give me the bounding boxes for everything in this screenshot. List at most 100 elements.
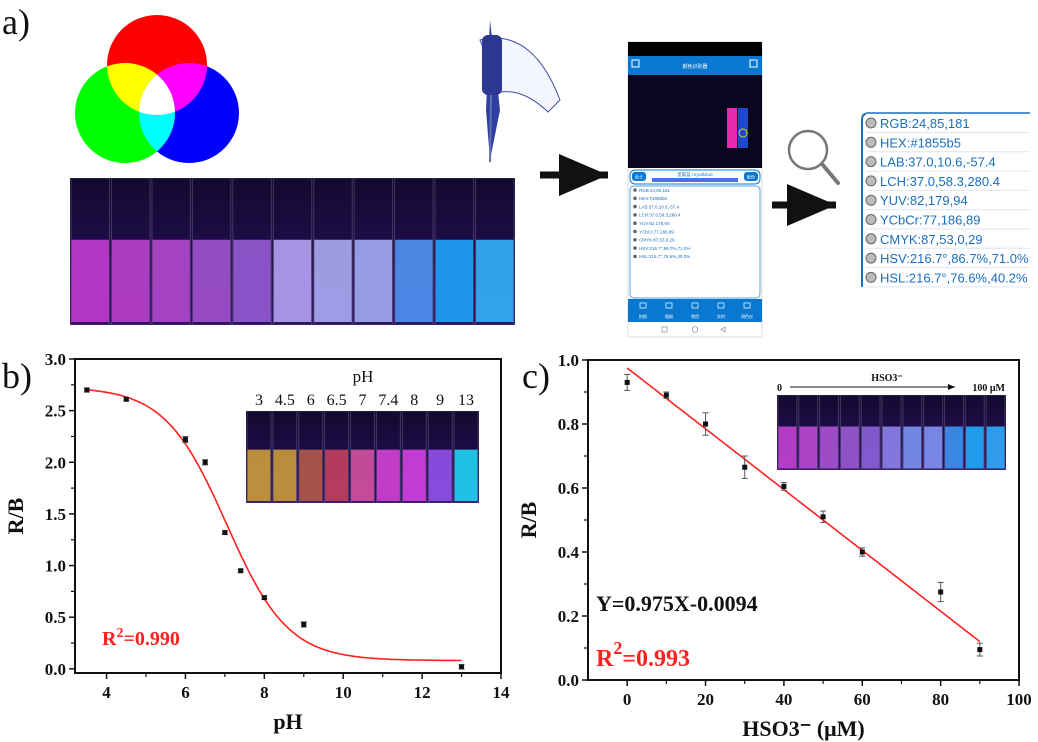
- phone-nav-item-1[interactable]: 相册: [665, 302, 673, 319]
- rgb-venn-icon: [75, 15, 239, 163]
- inset-end-label: 100 μM: [972, 383, 1005, 394]
- hso3-inset-cuvette-solution: [965, 426, 984, 469]
- phone-nav-item-2[interactable]: 常用: [691, 302, 699, 319]
- ph-inset-cuvette: [324, 410, 350, 504]
- result-item: HEX:#1855b5: [880, 135, 961, 150]
- data-point: [261, 595, 267, 601]
- data-point: [977, 647, 983, 653]
- y-tick-label: 1.0: [45, 557, 66, 576]
- phone-result-bullet-icon: [633, 238, 637, 242]
- phone-result-bullet-icon: [633, 254, 637, 259]
- hso3-inset-cuvette: [985, 394, 1006, 471]
- photo-a-cuvette: [272, 177, 313, 326]
- ph-inset-cuvette-solution: [273, 449, 297, 502]
- photo-a-cuvette: [434, 177, 475, 326]
- hso3-inset-cuvette-solution: [924, 426, 943, 469]
- ph-inset-label: 13: [458, 392, 474, 409]
- photo-a-cuvette-solution: [395, 239, 433, 323]
- phone-match-button[interactable]: [744, 172, 758, 181]
- ph-inset-label: 6.5: [327, 392, 347, 409]
- fit-curve: [86, 389, 462, 662]
- hso3-inset-cuvette: [923, 394, 944, 471]
- phone-nav-label: 实时: [717, 313, 725, 319]
- photo-a-cuvette-solution: [233, 239, 271, 323]
- photo-a-cuvette-solution: [354, 239, 393, 323]
- photo-a-cuvette-solution: [71, 239, 109, 323]
- phone-result-bullet-icon: [633, 204, 637, 209]
- phone-recent-button[interactable]: [661, 326, 668, 333]
- photo-a-cuvette-solution: [314, 239, 352, 323]
- phone-nav-item-3[interactable]: 实时: [717, 302, 725, 319]
- data-point: [238, 568, 244, 574]
- chart-b-ph: 4 6 8 10 12 14 0.0 0.5 1.0 1.5 2.0 2.5 3.0 pH R/B pH 3 4.…: [3, 350, 510, 734]
- panel-label-a: a): [2, 2, 30, 42]
- phone-nav-item-0[interactable]: 拍照: [639, 302, 647, 319]
- phone-result-item: RGB:24,85,181: [639, 188, 671, 193]
- r2-superscript: 2: [613, 638, 622, 658]
- y-tick-label: 0.8: [558, 415, 579, 434]
- y-tick-label: 0.0: [558, 671, 579, 690]
- phone-color-card-button[interactable]: [632, 172, 646, 181]
- result-bullet-icon: [865, 233, 877, 245]
- phone-image-icon[interactable]: [631, 59, 640, 68]
- ph-inset-cuvette: [453, 410, 479, 504]
- phone-result-item: HEX:#1855b5: [639, 196, 668, 201]
- hso3-inset-cuvette: [839, 394, 860, 471]
- hso3-inset-cuvette: [798, 394, 819, 471]
- ph-inset-label: 7.4: [378, 392, 398, 409]
- r2-superscript: 2: [116, 626, 123, 641]
- hso3-inset-cuvette-solution: [986, 426, 1005, 469]
- ph-inset-cuvette: [401, 410, 427, 504]
- y-axis-title: R/B: [3, 497, 28, 534]
- phone-result-item: LAB:37.0,10.6,-57.4: [639, 204, 680, 209]
- hso3-inset-cuvette-solution: [840, 426, 859, 469]
- result-bullet-icon: [865, 194, 877, 206]
- phone-result-bullet-icon: [633, 196, 637, 201]
- ph-inset-label: 9: [436, 392, 444, 409]
- ph-inset-cuvette: [246, 410, 272, 504]
- hso3-inset-cuvette: [819, 394, 839, 471]
- x-tick-label: 100: [1006, 690, 1032, 709]
- cuvette-photo-a: [70, 177, 515, 326]
- fit-curve: [626, 367, 981, 643]
- y-tick-label: 0.0: [45, 660, 66, 679]
- phone-bottom-nav: [628, 299, 762, 322]
- r-squared-annotation: R2=0.990: [102, 626, 180, 650]
- inset-arrow-label: HSO3⁻: [871, 373, 902, 384]
- photo-a-cuvette: [475, 177, 515, 326]
- ph-inset: pH 3 4.5 6 6.5 7 7.4 8 9 13: [246, 367, 479, 504]
- photo-a-cuvette: [232, 177, 272, 326]
- hso3-inset-cuvette-solution: [861, 426, 880, 469]
- x-axis-title: HSO3⁻ (μM): [742, 716, 864, 741]
- result-item: LAB:37.0,10.6,-57.4: [880, 155, 996, 170]
- phone-home-button[interactable]: [691, 326, 699, 333]
- phone-back-button[interactable]: [720, 326, 726, 333]
- photo-a-cuvette: [110, 177, 151, 326]
- ph-inset-title: pH: [353, 367, 374, 386]
- phone-nav-icon: [691, 302, 699, 309]
- ph-inset-cuvette: [427, 410, 453, 504]
- data-point: [938, 589, 944, 595]
- phone-result-item: HSL:216.7°,76.6%,40.2%: [639, 254, 690, 259]
- result-item: LCH:37.0,58.3,280.4: [880, 174, 1000, 189]
- photo-a-cuvette: [394, 177, 434, 326]
- phone-nav-label: 测色仪: [741, 313, 753, 319]
- plot-frame: [74, 358, 502, 674]
- phone-nav-icon: [639, 302, 647, 309]
- data-point: [84, 387, 90, 393]
- result-bullet-icon: [865, 156, 877, 168]
- y-tick-label: 2.0: [45, 453, 66, 472]
- phone-result-item: HSV:216.7°,86.7%,71.0%: [639, 246, 690, 251]
- x-tick-label: 20: [697, 690, 714, 709]
- phone-save-icon[interactable]: [749, 59, 758, 68]
- phone-nav-label: 相册: [665, 313, 673, 319]
- phone-result-item: YCbCr:77,186,89: [639, 229, 674, 234]
- x-tick-label: 14: [493, 683, 511, 702]
- phone-nav-item-4[interactable]: 测色仪: [741, 302, 753, 319]
- hso3-inset-cuvette: [860, 394, 881, 471]
- photo-a-cuvette-solution: [435, 239, 474, 323]
- x-tick-label: 0: [623, 690, 632, 709]
- r-squared-annotation: R2=0.993: [596, 638, 690, 672]
